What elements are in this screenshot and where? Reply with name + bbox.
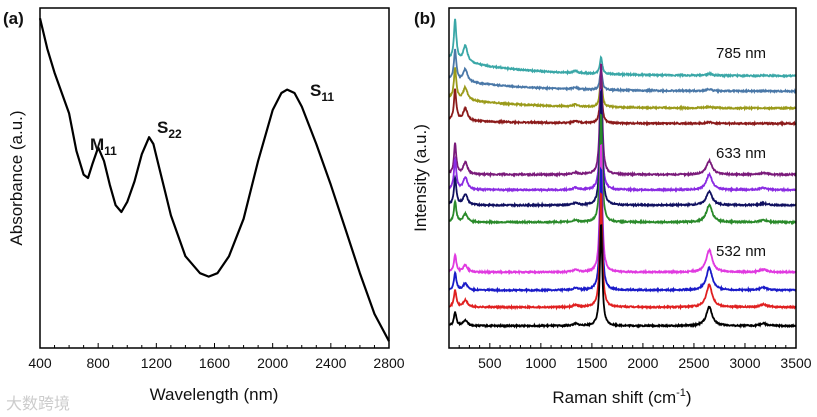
y-axis-label: Absorbance (a.u.) [7,110,26,245]
x-tick-label: 400 [28,355,52,371]
raman-spectrum-532-nm [449,143,796,276]
x-tick-label: 2500 [678,355,709,371]
x-tick-label: 2000 [627,355,658,371]
panel-label-b: (b) [414,9,436,28]
raman-spectrum-633-nm [449,113,796,226]
raman-spectrum-633-nm [449,88,796,193]
raman-spectrum-633-nm [449,63,796,179]
panel-a-frame [39,7,390,349]
raman-spectrum-532-nm [449,166,796,294]
raman-spectrum-785-nm [449,18,796,79]
x-tick-label: 1500 [576,355,607,371]
x-tick-label: 2400 [315,355,346,371]
peak-annotation: S22 [157,118,182,141]
x-tick-label: 800 [86,355,110,371]
raman-spectrum-785-nm [449,48,796,95]
laser-wavelength-label: 785 nm [716,45,766,62]
x-tick-label: 2800 [373,355,404,371]
watermark: 大数跨境 [6,394,71,413]
x-tick-label: 1600 [199,355,230,371]
raman-spectrum-633-nm [449,87,796,209]
x-tick-label: 1200 [141,355,172,371]
y-axis-label: Intensity (a.u.) [411,124,430,232]
laser-wavelength-label: 532 nm [716,243,766,260]
peak-annotation: S11 [310,81,334,104]
raman-spectrum-785-nm [449,83,796,128]
raman-spectrum-532-nm [449,192,796,311]
x-axis-label: Raman shift (cm-1) [552,387,691,407]
raman-spectrum-785-nm [449,67,796,112]
x-tick-label: 500 [478,355,502,371]
panel-label-a: (a) [3,9,24,28]
raman-spectrum-532-nm [449,224,796,330]
x-tick-label: 3500 [780,355,811,371]
x-tick-label: 1000 [525,355,556,371]
spectra-group [449,18,796,330]
x-tick-label: 2000 [257,355,288,371]
laser-wavelength-label: 633 nm [716,145,766,162]
x-tick-label: 3000 [729,355,760,371]
x-axis-label: Wavelength (nm) [150,385,279,404]
peak-annotation: M11 [90,135,117,158]
absorbance-curve [38,17,390,342]
